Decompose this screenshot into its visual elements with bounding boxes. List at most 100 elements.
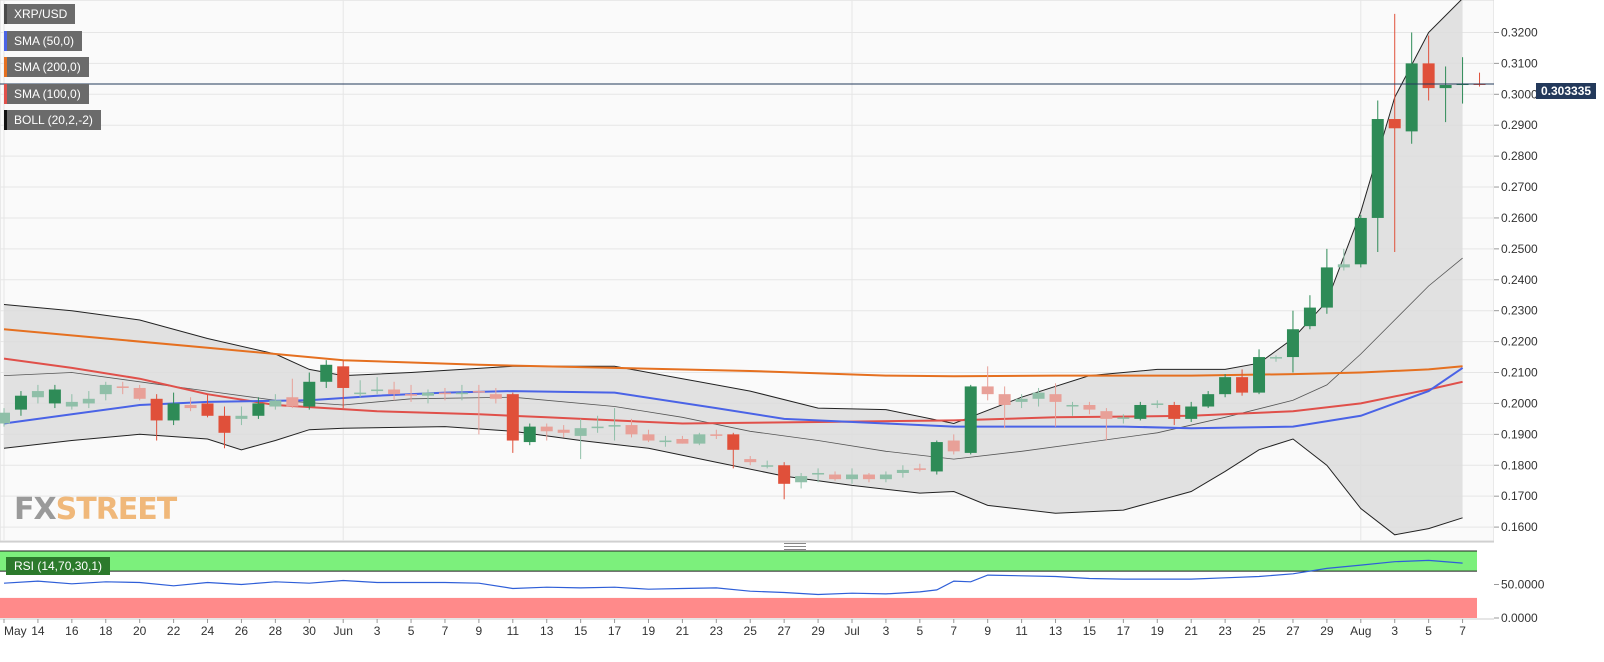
x-tick-label: 29 [811, 624, 825, 638]
x-tick-label: 25 [744, 624, 758, 638]
candle-body [761, 465, 774, 467]
candle-body [879, 474, 892, 480]
rsi-oversold-zone [0, 597, 1477, 618]
candle-body [354, 392, 367, 395]
x-tick-label: 17 [608, 624, 622, 638]
legend-boll[interactable]: BOLL (20,2,-2) [4, 110, 101, 130]
candle-body [778, 465, 791, 484]
x-tick-label: 15 [574, 624, 588, 638]
candle-body [1202, 394, 1215, 407]
candle-body [320, 364, 333, 382]
legend-sma200[interactable]: SMA (200,0) [4, 57, 89, 77]
legend-sma50[interactable]: SMA (50,0) [4, 31, 83, 51]
x-tick-label: 27 [1286, 624, 1300, 638]
candle-body [557, 429, 570, 433]
fxstreet-logo: FXSTREET [14, 492, 178, 527]
y-tick-label: 0.3100 [1501, 56, 1538, 70]
candle-body [574, 428, 587, 436]
x-tick-label: 21 [1185, 624, 1199, 638]
bollinger-middle-line [3, 257, 1463, 460]
x-tick-label: 3 [374, 624, 381, 638]
legend-boll-text: BOLL (20,2,-2) [14, 113, 93, 127]
candle-body [1236, 377, 1249, 393]
candle-body [14, 395, 27, 410]
candle-body [981, 386, 994, 395]
x-tick-label: Jul [844, 624, 859, 638]
y-tick-label: 0.2500 [1501, 242, 1538, 256]
bollinger-band-fill [4, 0, 1463, 535]
x-tick-label: 26 [235, 624, 249, 638]
candle-body [523, 426, 536, 443]
candle-body [896, 469, 909, 473]
candle-body [65, 401, 78, 407]
candle-body [455, 392, 468, 395]
y-tick-label: 0.1700 [1501, 489, 1538, 503]
candle-body [540, 426, 553, 432]
sma200-swatch [4, 57, 7, 77]
candle-body [1151, 403, 1164, 405]
candle-body [1354, 217, 1367, 265]
candle-body [1185, 406, 1198, 419]
x-tick-label: 20 [133, 624, 147, 638]
logo-fx: FX [14, 492, 57, 527]
symbol-swatch [4, 4, 7, 24]
candle-body [1337, 264, 1350, 268]
candle-body [405, 394, 418, 396]
candle-body [642, 434, 655, 441]
rsi-line [3, 559, 1463, 596]
sma200-line [3, 328, 1463, 378]
candle-body [337, 366, 350, 388]
candle-body [608, 425, 621, 427]
x-tick-label: 24 [201, 624, 215, 638]
candle-body [1168, 404, 1181, 419]
legend-sma100[interactable]: SMA (100,0) [4, 84, 89, 104]
y-tick-label: 0.3200 [1501, 25, 1538, 39]
x-tick-label: 5 [408, 624, 415, 638]
y-tick-label: 0.1900 [1501, 427, 1538, 441]
symbol-label[interactable]: XRP/USD [4, 4, 76, 24]
rsi-label[interactable]: RSI (14,70,30,1) [6, 557, 111, 575]
candle-body [438, 392, 451, 395]
pane-resize-handle[interactable] [784, 543, 806, 551]
candle-body [829, 474, 842, 480]
x-tick-label: 11 [1015, 624, 1028, 638]
candle-body [1015, 398, 1028, 402]
x-tick-label: 15 [1083, 624, 1097, 638]
x-tick-label: 22 [167, 624, 181, 638]
candle-body [1405, 63, 1418, 132]
candle-body [1303, 307, 1316, 327]
legend-sma100-text: SMA (100,0) [14, 87, 81, 101]
y-tick-label: 0.2300 [1501, 304, 1538, 318]
candle-body [1388, 119, 1401, 129]
x-tick-label: 13 [1049, 624, 1063, 638]
rsi-tick-label: 0.0000 [1501, 611, 1538, 625]
x-tick-label: 28 [269, 624, 283, 638]
candle-body [133, 387, 146, 399]
candle-body [82, 398, 95, 404]
x-tick-label: 7 [442, 624, 449, 638]
candle-body [930, 442, 943, 472]
candle-body [591, 426, 604, 429]
x-tick-label: 3 [883, 624, 890, 638]
candle-body [1371, 119, 1384, 218]
x-tick-label: 27 [777, 624, 791, 638]
y-tick-label: 0.2400 [1501, 273, 1538, 287]
candle-body [1066, 404, 1079, 407]
candle-body [1032, 392, 1045, 399]
y-tick-label: 0.2700 [1501, 180, 1538, 194]
x-tick-label: 5 [916, 624, 923, 638]
axis-area-bg [1494, 0, 1604, 657]
x-tick-label: Aug [1350, 624, 1371, 638]
bollinger-lower-line [3, 426, 1463, 536]
logo-street: STREET [55, 492, 178, 527]
candle-body [388, 389, 401, 395]
candle-body [286, 397, 299, 407]
candle-body [167, 403, 180, 421]
candle-body [0, 412, 10, 424]
y-tick-label: 0.2600 [1501, 211, 1538, 225]
candle-body [846, 474, 858, 480]
y-tick-label: 0.2200 [1501, 335, 1538, 349]
candle-body [252, 403, 265, 416]
candle-body [371, 389, 384, 392]
